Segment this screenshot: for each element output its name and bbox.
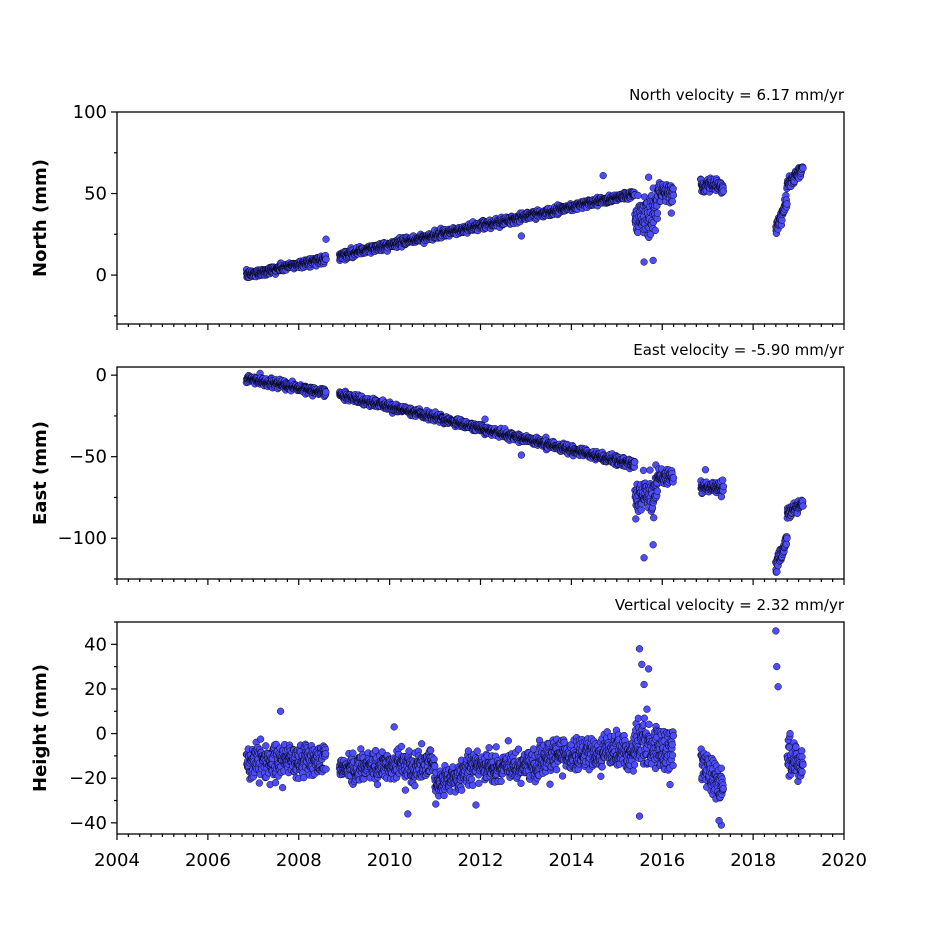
data-point <box>322 750 330 758</box>
data-point <box>634 191 642 200</box>
y-tick-label: 0 <box>96 365 107 386</box>
data-point <box>322 255 330 263</box>
y-tick-label: 0 <box>96 265 107 286</box>
data-point <box>405 747 413 755</box>
data-point <box>349 749 357 757</box>
outlier-point <box>517 232 526 240</box>
data-point <box>473 747 481 755</box>
data-point <box>432 800 440 808</box>
data-point <box>514 745 523 753</box>
east-axis-label: East (mm) <box>30 421 51 525</box>
data-point <box>469 781 477 789</box>
data-point <box>783 200 791 208</box>
data-point <box>646 466 654 474</box>
data-point <box>637 506 645 514</box>
outlier-point <box>640 554 648 562</box>
height-points <box>242 627 807 829</box>
east-velocity-title: East velocity = -5.90 mm/yr <box>633 341 845 359</box>
data-point <box>427 746 435 755</box>
outlier-point <box>322 235 330 243</box>
data-point <box>401 786 410 794</box>
data-point <box>517 779 525 787</box>
data-point <box>799 502 807 510</box>
outlier-point <box>481 415 489 423</box>
data-point <box>773 568 781 576</box>
data-point <box>485 744 493 752</box>
data-point <box>653 487 662 495</box>
data-point <box>322 388 330 396</box>
y-tick-label: 50 <box>84 184 107 205</box>
data-point <box>418 740 426 748</box>
outlier-point <box>644 173 653 181</box>
data-point <box>373 780 382 789</box>
outlier-point <box>649 541 657 549</box>
data-point <box>256 735 265 743</box>
data-point <box>653 209 662 217</box>
data-point <box>497 777 505 785</box>
data-point <box>255 779 263 787</box>
data-point <box>262 742 270 750</box>
data-point <box>278 784 287 792</box>
data-point <box>271 779 280 787</box>
data-point <box>669 191 678 199</box>
data-point <box>799 164 807 172</box>
data-point <box>783 534 791 542</box>
data-point <box>632 515 640 523</box>
data-point <box>411 782 419 790</box>
data-point <box>475 779 483 787</box>
data-point <box>669 185 677 193</box>
outlier-point <box>599 171 607 180</box>
data-point <box>440 791 448 800</box>
data-point <box>430 755 438 763</box>
north-velocity-title: North velocity = 6.17 mm/yr <box>629 86 845 104</box>
y-tick-label: −100 <box>58 528 107 549</box>
data-point <box>639 466 648 475</box>
data-point <box>719 476 727 484</box>
y-tick-label: −50 <box>69 447 107 468</box>
east-panel: 0 −50 −100 East (mm) East velocity = -5.90 m… <box>30 341 845 585</box>
data-point <box>719 482 728 491</box>
north-points <box>242 163 807 282</box>
data-point <box>669 474 678 482</box>
data-point <box>467 775 476 784</box>
data-point <box>651 226 659 235</box>
data-point <box>397 742 406 751</box>
east-points <box>242 369 807 576</box>
height-panel: 2004 2006 2008 2010 2012 2014 2016 2018 2020−40−… <box>30 596 867 871</box>
north-axis-label: North (mm) <box>30 159 51 277</box>
y-tick-label: 100 <box>73 102 107 123</box>
outlier-point <box>649 256 657 265</box>
outlier-point <box>640 258 648 266</box>
data-point <box>668 197 676 206</box>
data-point <box>504 737 512 745</box>
data-point <box>719 187 728 195</box>
data-point <box>431 762 439 770</box>
data-point <box>650 514 658 522</box>
data-point <box>458 786 466 794</box>
east-plot-frame <box>116 366 845 580</box>
outlier-point <box>667 209 675 217</box>
outlier-point <box>517 451 526 459</box>
data-point <box>492 743 500 751</box>
data-point <box>631 458 639 466</box>
north-panel: 0 50 100 North (mm) North velocity = 6.17 mm… <box>30 86 845 330</box>
outlier-point <box>701 466 710 474</box>
data-point <box>322 765 330 773</box>
